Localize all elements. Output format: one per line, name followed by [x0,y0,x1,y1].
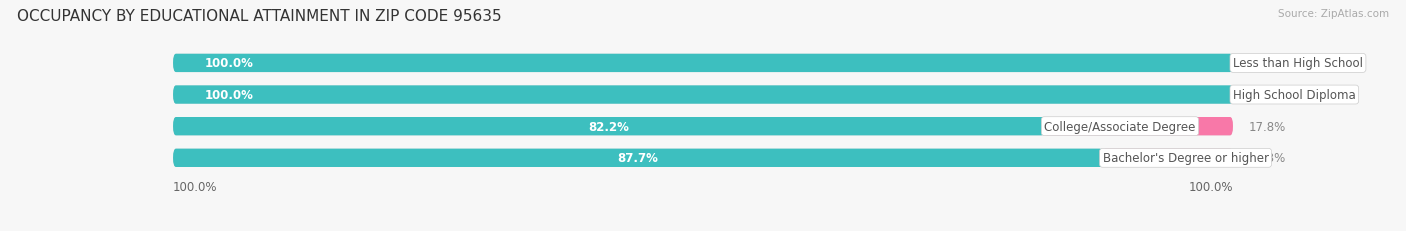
Text: 100.0%: 100.0% [205,89,253,102]
FancyBboxPatch shape [173,149,1102,167]
Text: 12.3%: 12.3% [1249,152,1286,165]
Text: College/Associate Degree: College/Associate Degree [1045,120,1195,133]
Text: Less than High School: Less than High School [1233,57,1362,70]
Text: Bachelor's Degree or higher: Bachelor's Degree or higher [1102,152,1268,165]
FancyBboxPatch shape [173,86,1233,104]
Text: High School Diploma: High School Diploma [1233,89,1355,102]
FancyBboxPatch shape [173,55,1233,73]
FancyBboxPatch shape [173,118,1045,136]
Text: 17.8%: 17.8% [1249,120,1286,133]
Text: 0.0%: 0.0% [1249,57,1278,70]
FancyBboxPatch shape [173,118,1233,136]
Text: 100.0%: 100.0% [173,180,218,193]
Text: 87.7%: 87.7% [617,152,658,165]
FancyBboxPatch shape [173,86,1233,104]
FancyBboxPatch shape [1102,149,1233,167]
Text: OCCUPANCY BY EDUCATIONAL ATTAINMENT IN ZIP CODE 95635: OCCUPANCY BY EDUCATIONAL ATTAINMENT IN Z… [17,9,502,24]
FancyBboxPatch shape [173,149,1233,167]
Text: 100.0%: 100.0% [1188,180,1233,193]
FancyBboxPatch shape [1045,118,1233,136]
Text: Source: ZipAtlas.com: Source: ZipAtlas.com [1278,9,1389,19]
Text: 100.0%: 100.0% [205,57,253,70]
FancyBboxPatch shape [173,55,1233,73]
Text: 82.2%: 82.2% [588,120,628,133]
Text: 0.0%: 0.0% [1249,89,1278,102]
